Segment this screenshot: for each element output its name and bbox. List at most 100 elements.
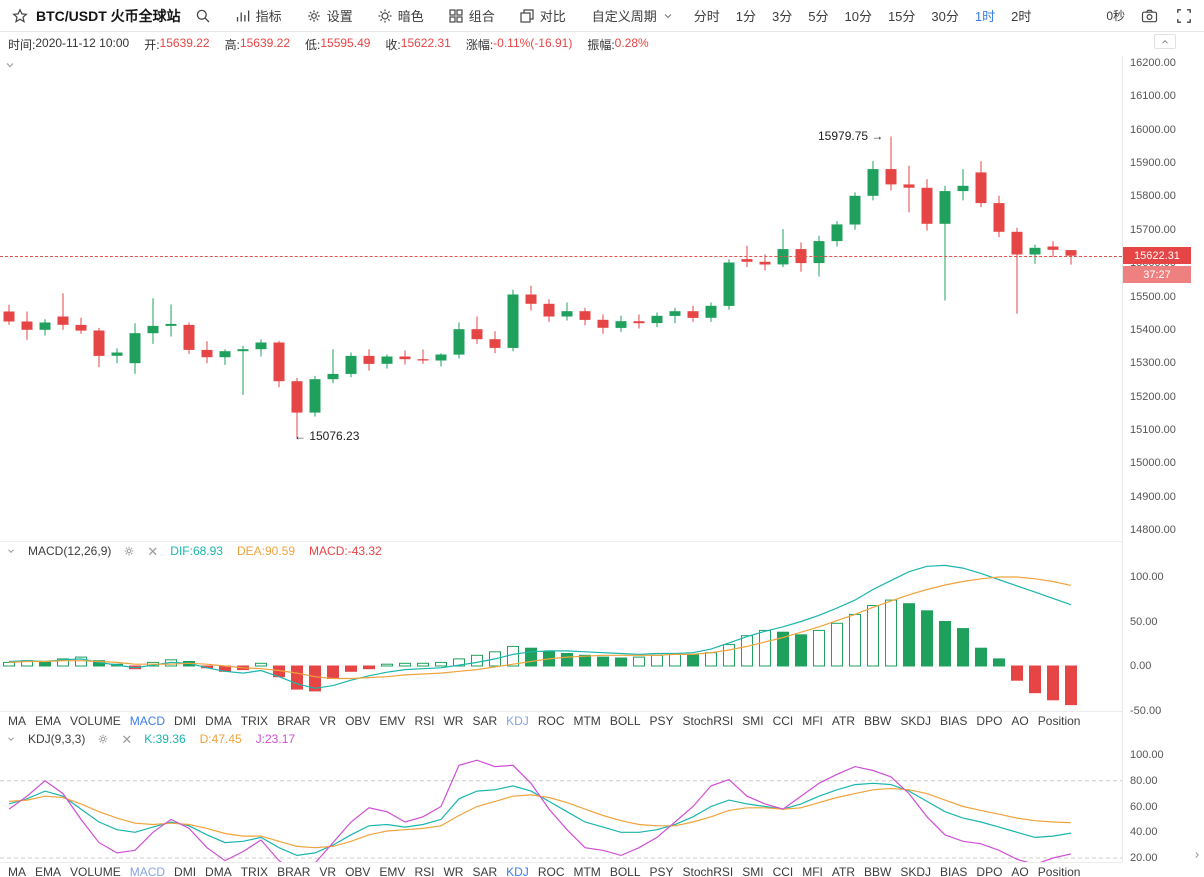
favorite-star-icon[interactable] (12, 7, 28, 24)
kdj-chart[interactable] (0, 748, 1122, 862)
search-icon[interactable] (195, 8, 211, 24)
custom-period-dropdown[interactable]: 自定义周期 (592, 6, 674, 25)
indicator-tab-kdj[interactable]: KDJ (506, 714, 529, 728)
main-pane-collapse-icon[interactable] (4, 58, 16, 76)
indicator-tab-position[interactable]: Position (1037, 714, 1081, 728)
macd-settings-gear-icon[interactable] (123, 545, 135, 557)
indicator-tab-dmi[interactable]: DMI (174, 714, 197, 728)
indicator-tab-cci[interactable]: CCI (772, 865, 794, 877)
period-1时[interactable]: 1时 (974, 9, 996, 24)
indicator-tab-mtm[interactable]: MTM (573, 714, 601, 728)
indicator-tab-macd[interactable]: MACD (129, 865, 166, 877)
period-3分[interactable]: 3分 (772, 9, 793, 24)
info-item: 振幅: 0.28% (587, 35, 649, 52)
low-price-annotation: ← 15076.23 (294, 429, 360, 443)
indicator-tab-bias[interactable]: BIAS (940, 714, 968, 728)
indicator-tab-macd[interactable]: MACD (129, 714, 166, 728)
kdj-settings-gear-icon[interactable] (97, 733, 109, 745)
menu-label: 设置 (326, 9, 353, 24)
indicator-tab-rsi[interactable]: RSI (414, 865, 435, 877)
macd-close-icon[interactable]: ✕ (147, 543, 159, 559)
indicator-tab-cci[interactable]: CCI (772, 714, 794, 728)
indicator-tab-roc[interactable]: ROC (537, 714, 565, 728)
indicator-tab-trix[interactable]: TRIX (240, 865, 269, 877)
indicator-tab-bbw[interactable]: BBW (864, 714, 892, 728)
indicator-tab-wr[interactable]: WR (443, 865, 464, 877)
fullscreen-icon[interactable] (1176, 8, 1192, 24)
indicator-tab-obv[interactable]: OBV (345, 714, 371, 728)
indicator-tab-sar[interactable]: SAR (472, 714, 498, 728)
indicator-tab-ema[interactable]: EMA (35, 865, 62, 877)
period-30分[interactable]: 30分 (931, 9, 959, 24)
indicator-tab-emv[interactable]: EMV (379, 865, 406, 877)
indicator-tab-dma[interactable]: DMA (205, 865, 232, 877)
indicator-tab-emv[interactable]: EMV (379, 714, 406, 728)
indicator-tab-ema[interactable]: EMA (35, 714, 62, 728)
period-10分[interactable]: 10分 (844, 9, 872, 24)
candlestick-chart[interactable] (0, 56, 1122, 542)
indicator-tab-vr[interactable]: VR (319, 714, 337, 728)
indicator-tab-trix[interactable]: TRIX (240, 714, 269, 728)
scroll-right-button[interactable] (1190, 848, 1204, 862)
indicator-tab-bias[interactable]: BIAS (940, 865, 968, 877)
period-5分[interactable]: 5分 (808, 9, 829, 24)
indicator-tab-mfi[interactable]: MFI (802, 865, 823, 877)
indicator-tab-dpo[interactable]: DPO (976, 865, 1003, 877)
period-分时[interactable]: 分时 (693, 9, 720, 24)
indicator-value: K:39.36 (144, 732, 186, 746)
indicator-tab-volume[interactable]: VOLUME (70, 714, 121, 728)
indicator-tab-smi[interactable]: SMI (742, 714, 764, 728)
menu-theme[interactable]: 暗色 (377, 6, 424, 25)
indicator-tab-ao[interactable]: AO (1011, 714, 1029, 728)
indicator-tab-atr[interactable]: ATR (831, 865, 856, 877)
indicator-tab-bar-bottom: MA EMA VOLUME MACD DMI DMA TRIX BRAR VR OBV EMV RSI… (0, 862, 1122, 877)
indicator-tab-dma[interactable]: DMA (205, 714, 232, 728)
period-1分[interactable]: 1分 (735, 9, 757, 24)
indicator-tab-brar[interactable]: BRAR (277, 714, 311, 728)
indicator-tab-mtm[interactable]: MTM (573, 865, 601, 877)
indicator-tab-sar[interactable]: SAR (472, 865, 498, 877)
indicator-tab-position[interactable]: Position (1037, 865, 1081, 877)
indicator-tab-boll[interactable]: BOLL (609, 714, 641, 728)
indicator-tab-roc[interactable]: ROC (537, 865, 565, 877)
kdj-collapse-icon[interactable] (6, 734, 16, 744)
indicator-tab-vr[interactable]: VR (319, 865, 337, 877)
macd-chart[interactable] (0, 560, 1122, 712)
indicator-tab-bbw[interactable]: BBW (864, 865, 892, 877)
indicator-tab-volume[interactable]: VOLUME (70, 865, 121, 877)
indicator-tab-ao[interactable]: AO (1011, 865, 1029, 877)
indicator-tab-dpo[interactable]: DPO (976, 714, 1003, 728)
menu-settings[interactable]: 设置 (306, 6, 353, 25)
indicator-tab-wr[interactable]: WR (443, 714, 464, 728)
indicator-tab-rsi[interactable]: RSI (414, 714, 435, 728)
indicator-tab-skdj[interactable]: SKDJ (900, 714, 932, 728)
period-2时[interactable]: 2时 (1011, 9, 1032, 24)
indicator-tab-obv[interactable]: OBV (345, 865, 371, 877)
indicator-tab-dmi[interactable]: DMI (174, 865, 197, 877)
price-axis-label: 15900.00 (1130, 157, 1176, 170)
indicator-tab-brar[interactable]: BRAR (277, 865, 311, 877)
indicator-tab-atr[interactable]: ATR (831, 714, 856, 728)
indicator-tab-boll[interactable]: BOLL (609, 865, 641, 877)
scroll-up-button[interactable] (1154, 34, 1176, 49)
kdj-close-icon[interactable]: ✕ (121, 731, 133, 747)
indicator-tab-kdj[interactable]: KDJ (506, 865, 529, 877)
indicator-tab-psy[interactable]: PSY (649, 714, 674, 728)
period-15分[interactable]: 15分 (887, 9, 916, 24)
menu-indicators[interactable]: 指标 (235, 6, 282, 25)
kdj-axis-label: 100.00 (1130, 749, 1164, 761)
indicator-tab-ma[interactable]: MA (8, 865, 26, 877)
menu-compare[interactable]: 对比 (519, 6, 566, 25)
indicator-tab-smi[interactable]: SMI (742, 865, 764, 877)
indicator-tab-psy[interactable]: PSY (649, 865, 674, 877)
indicator-tab-ma[interactable]: MA (8, 714, 26, 728)
menu-layout[interactable]: 组合 (448, 6, 495, 25)
indicator-tab-stochrsi[interactable]: StochRSI (682, 865, 734, 877)
indicator-tab-skdj[interactable]: SKDJ (900, 865, 932, 877)
info-item: 低: 15595.49 (305, 35, 371, 52)
indicator-tab-stochrsi[interactable]: StochRSI (682, 714, 734, 728)
macd-collapse-icon[interactable] (6, 546, 16, 556)
indicator-tab-mfi[interactable]: MFI (802, 714, 823, 728)
kdj-panel-title: KDJ(9,3,3) (28, 732, 86, 746)
camera-icon[interactable] (1141, 8, 1158, 24)
